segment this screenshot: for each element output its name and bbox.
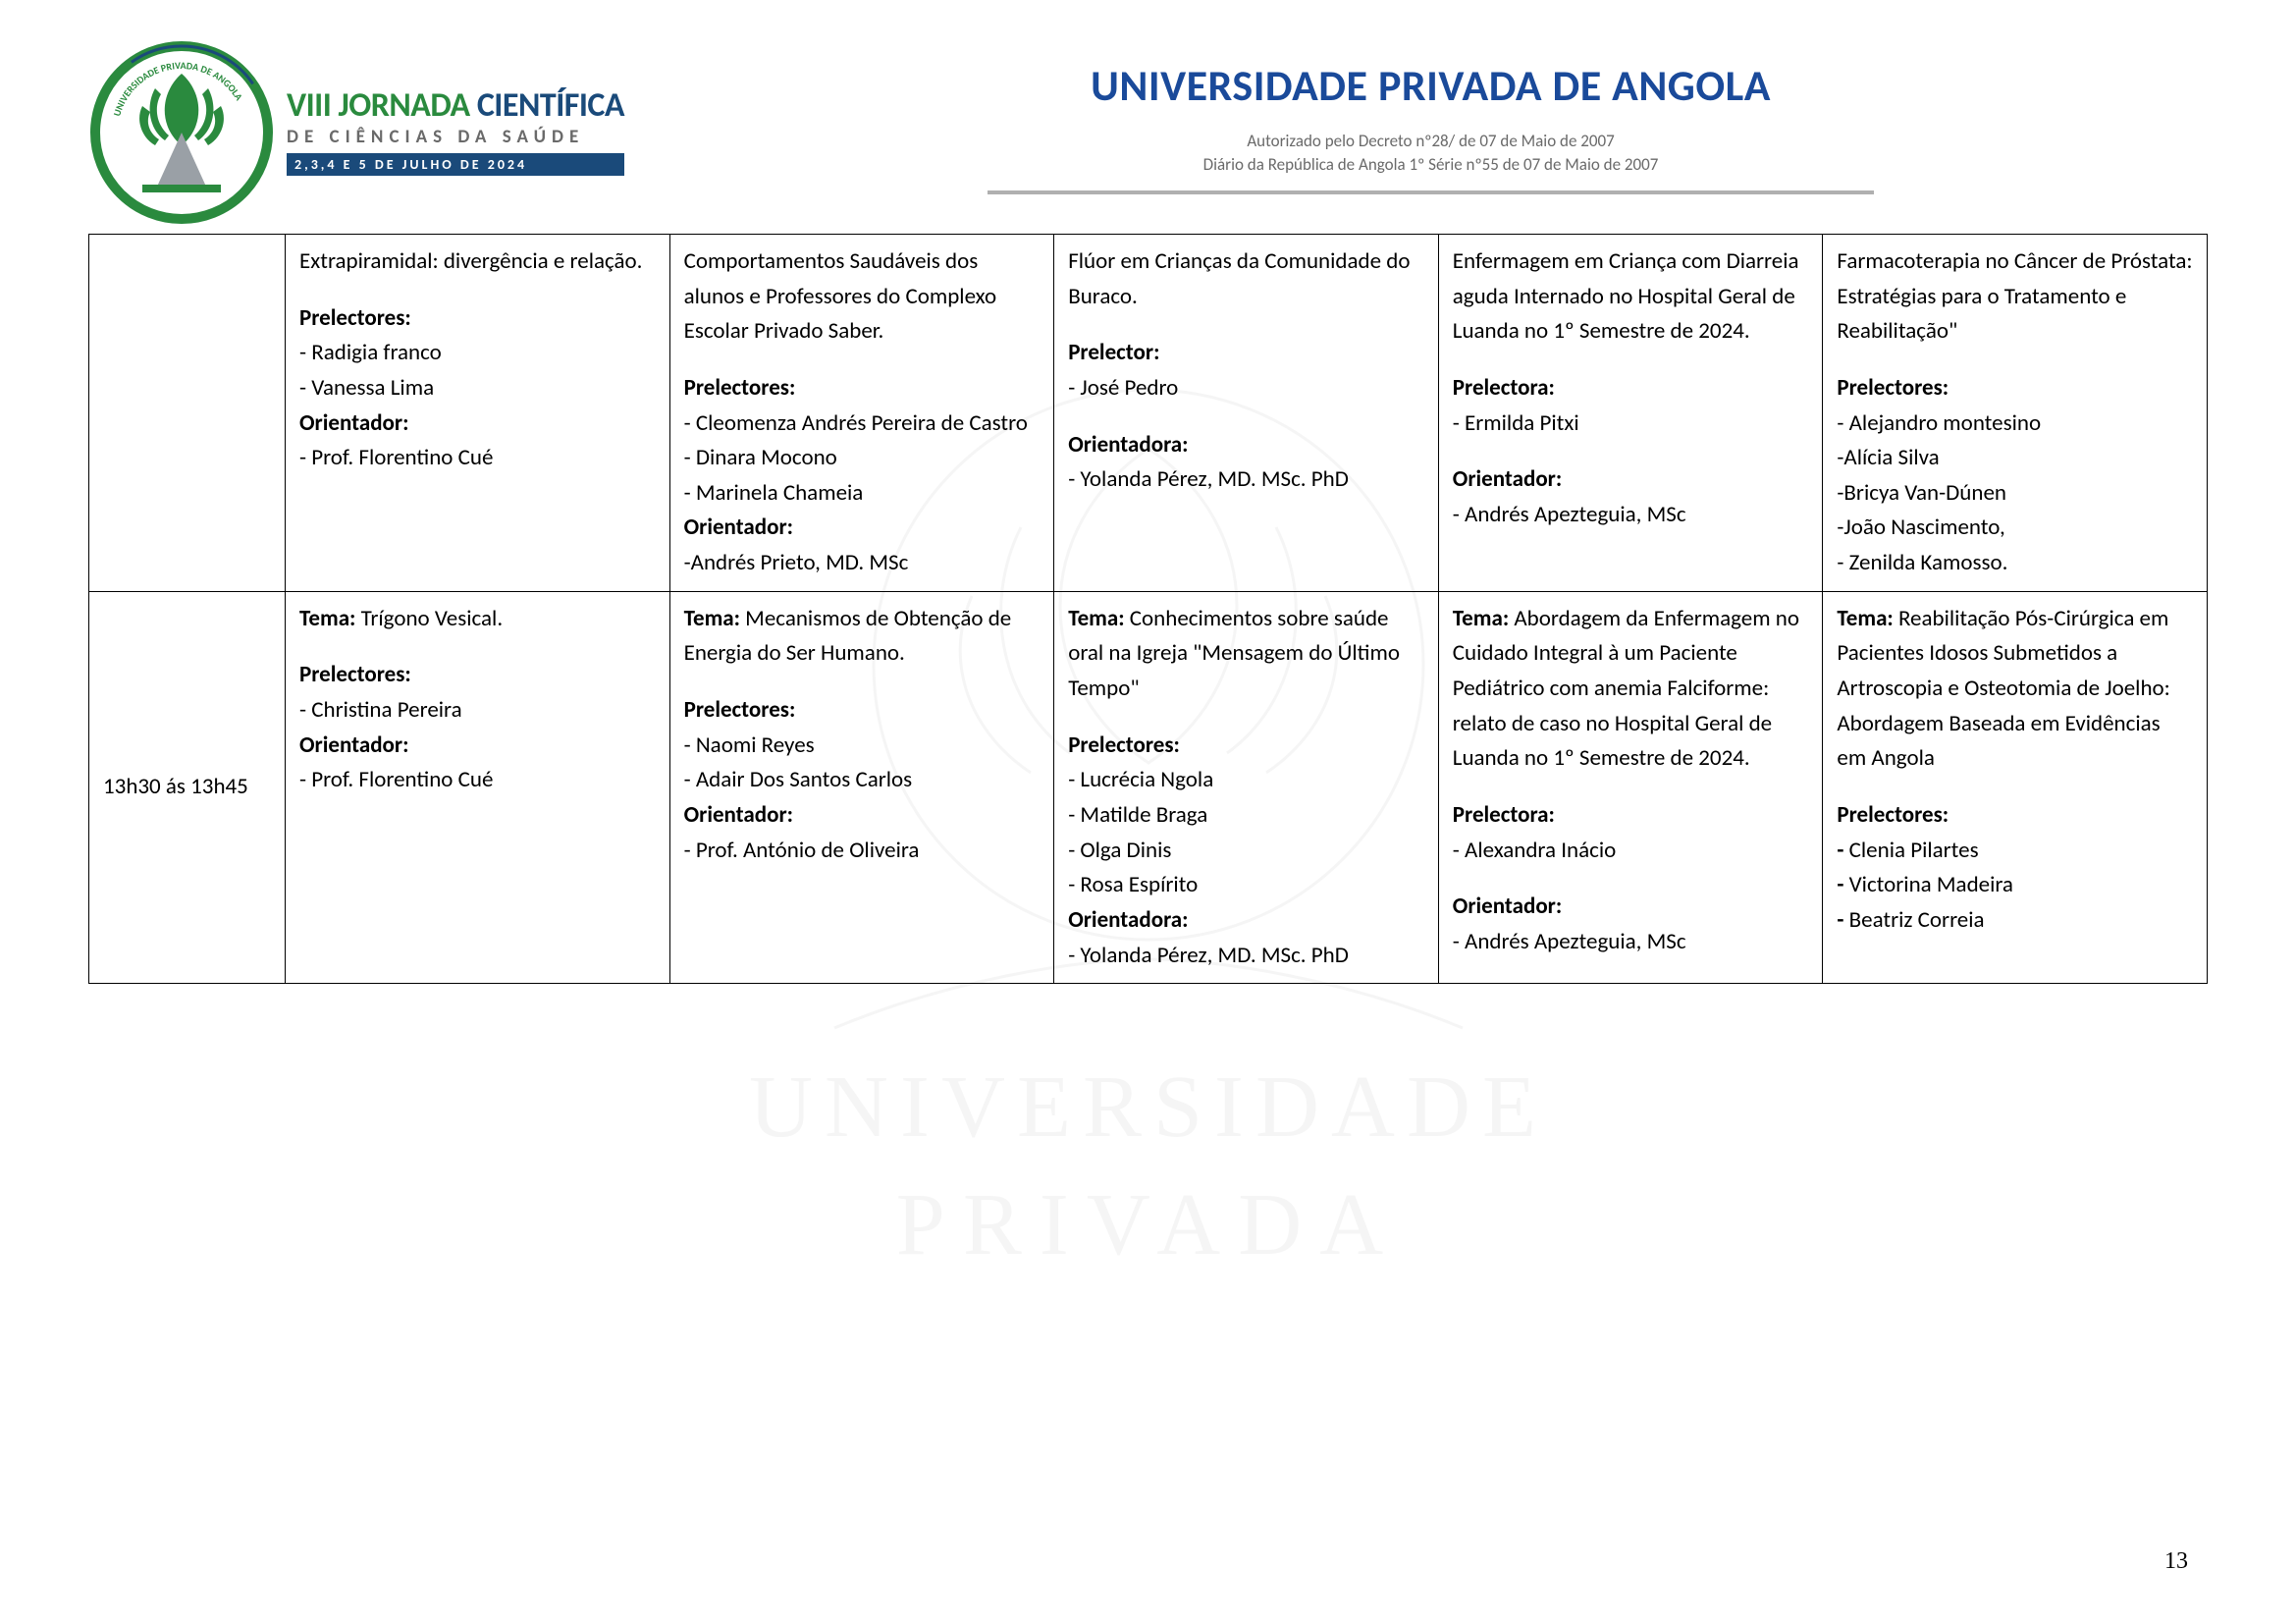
- session-topic: Tema: Reabilitação Pós-Cirúrgica em Paci…: [1837, 602, 2193, 777]
- session-topic: Tema: Mecanismos de Obtenção de Energia …: [684, 602, 1041, 672]
- prelector: - Radigia franco: [299, 336, 656, 371]
- auth-line-1: Autorizado pelo Decreto nº28/ de 07 de M…: [654, 130, 2208, 153]
- schedule-content: Extrapiramidal: divergência e relação. P…: [88, 234, 2208, 984]
- logo-block: UNIVERSIDADE PRIVADA DE ANGOLA VIII JORN…: [88, 39, 624, 226]
- prelectores-label: Prelectores:: [1068, 729, 1424, 764]
- session-cell: Farmacoterapia no Câncer de Próstata: Es…: [1823, 235, 2208, 592]
- orientadora: - Yolanda Pérez, MD. MSc. PhD: [1068, 462, 1424, 498]
- prelector: -Bricya Van-Dúnen: [1837, 476, 2193, 512]
- page-container: UNIVERSIDADE PRIVADA UNIVERSIDADE PRIVAD…: [0, 0, 2296, 1624]
- prelectores-label: Prelectores:: [299, 658, 656, 693]
- table-row: 13h30 ás 13h45 Tema: Trígono Vesical. Pr…: [89, 591, 2208, 983]
- orientadora-label: Orientadora:: [1068, 428, 1424, 463]
- event-title-prefix: VIII JORNADA: [287, 85, 477, 126]
- prelectores-label: Prelectores:: [684, 693, 1041, 729]
- session-topic: Flúor em Crianças da Comunidade do Burac…: [1068, 244, 1424, 314]
- session-topic: Tema: Trígono Vesical.: [299, 602, 656, 637]
- orientador: - Prof. Florentino Cué: [299, 441, 656, 476]
- session-cell: Flúor em Crianças da Comunidade do Burac…: [1054, 235, 1439, 592]
- session-topic: Farmacoterapia no Câncer de Próstata: Es…: [1837, 244, 2193, 350]
- prelectores-label: Prelectores:: [299, 301, 656, 337]
- time-cell: 13h30 ás 13h45: [89, 591, 286, 983]
- prelector: -João Nascimento,: [1837, 511, 2193, 546]
- svg-text:PRIVADA: PRIVADA: [895, 1176, 1400, 1273]
- prelectora: - Ermilda Pitxi: [1453, 406, 1809, 442]
- session-topic: Enfermagem em Criança com Diarreia aguda…: [1453, 244, 1809, 350]
- prelector: - Matilde Braga: [1068, 798, 1424, 834]
- title-block: UNIVERSIDADE PRIVADA DE ANGOLA Autorizad…: [654, 39, 2208, 194]
- header-rule: [988, 190, 1874, 194]
- orientador: -Andrés Prieto, MD. MSc: [684, 546, 1041, 581]
- prelectora-label: Prelectora:: [1453, 371, 1809, 406]
- session-cell: Tema: Trígono Vesical. Prelectores: - Ch…: [286, 591, 670, 983]
- prelectores-label: Prelectores:: [684, 371, 1041, 406]
- university-name: UNIVERSIDADE PRIVADA DE ANGOLA: [654, 59, 2208, 112]
- session-topic: Tema: Abordagem da Enfermagem no Cuidado…: [1453, 602, 1809, 777]
- session-cell: Tema: Mecanismos de Obtenção de Energia …: [669, 591, 1054, 983]
- schedule-table: Extrapiramidal: divergência e relação. P…: [88, 234, 2208, 984]
- prelector: - Zenilda Kamosso.: [1837, 546, 2193, 581]
- prelector: -Alícia Silva: [1837, 441, 2193, 476]
- orientadora: - Yolanda Pérez, MD. MSc. PhD: [1068, 939, 1424, 974]
- time-cell: [89, 235, 286, 592]
- prelector: - Cleomenza Andrés Pereira de Castro: [684, 406, 1041, 442]
- prelector: - Dinara Mocono: [684, 441, 1041, 476]
- session-cell: Tema: Reabilitação Pós-Cirúrgica em Paci…: [1823, 591, 2208, 983]
- session-cell: Enfermagem em Criança com Diarreia aguda…: [1438, 235, 1823, 592]
- orientador-label: Orientador:: [684, 511, 1041, 546]
- session-topic: Tema: Conhecimentos sobre saúde oral na …: [1068, 602, 1424, 707]
- event-title-block: VIII JORNADA CIENTÍFICA DE CIÊNCIAS DA S…: [287, 89, 624, 176]
- orientador: - Prof. Florentino Cué: [299, 763, 656, 798]
- prelector: - Alejandro montesino: [1837, 406, 2193, 442]
- orientador-label: Orientador:: [1453, 890, 1809, 925]
- prelector: - Victorina Madeira: [1837, 868, 2193, 903]
- auth-line-2: Diário da República de Angola 1º Série n…: [654, 153, 2208, 177]
- event-title-suffix: CIENTÍFICA: [477, 85, 624, 126]
- prelector: - Clenia Pilartes: [1837, 834, 2193, 869]
- orientador-label: Orientador:: [299, 729, 656, 764]
- time-slot: 13h30 ás 13h45: [103, 773, 248, 800]
- orientador: - Andrés Apezteguia, MSc: [1453, 925, 1809, 960]
- prelector: - Christina Pereira: [299, 693, 656, 729]
- session-cell: Tema: Conhecimentos sobre saúde oral na …: [1054, 591, 1439, 983]
- event-title: VIII JORNADA CIENTÍFICA: [287, 89, 624, 123]
- prelector: - Rosa Espírito: [1068, 868, 1424, 903]
- authorization-text: Autorizado pelo Decreto nº28/ de 07 de M…: [654, 130, 2208, 177]
- prelector: - Naomi Reyes: [684, 729, 1041, 764]
- session-topic: Comportamentos Saudáveis dos alunos e Pr…: [684, 244, 1041, 350]
- prelectores-label: Prelectores:: [1837, 798, 2193, 834]
- orientador: - Prof. António de Oliveira: [684, 834, 1041, 869]
- table-row: Extrapiramidal: divergência e relação. P…: [89, 235, 2208, 592]
- prelector: - Adair Dos Santos Carlos: [684, 763, 1041, 798]
- orientador: - Andrés Apezteguia, MSc: [1453, 498, 1809, 533]
- session-cell: Extrapiramidal: divergência e relação. P…: [286, 235, 670, 592]
- prelector: - Lucrécia Ngola: [1068, 763, 1424, 798]
- university-seal-icon: UNIVERSIDADE PRIVADA DE ANGOLA: [88, 39, 275, 226]
- orientadora-label: Orientadora:: [1068, 903, 1424, 939]
- prelector: - Beatriz Correia: [1837, 903, 2193, 939]
- session-cell: Tema: Abordagem da Enfermagem no Cuidado…: [1438, 591, 1823, 983]
- session-topic: Extrapiramidal: divergência e relação.: [299, 244, 656, 280]
- orientador-label: Orientador:: [299, 406, 656, 442]
- prelector-label: Prelector:: [1068, 336, 1424, 371]
- prelector: - Marinela Chameia: [684, 476, 1041, 512]
- page-number: 13: [2164, 1548, 2188, 1575]
- prelectora-label: Prelectora:: [1453, 798, 1809, 834]
- svg-text:UNIVERSIDADE: UNIVERSIDADE: [749, 1058, 1548, 1156]
- prelector: - José Pedro: [1068, 371, 1424, 406]
- orientador-label: Orientador:: [684, 798, 1041, 834]
- header: UNIVERSIDADE PRIVADA DE ANGOLA VIII JORN…: [88, 39, 2208, 226]
- orientador-label: Orientador:: [1453, 462, 1809, 498]
- prelector: - Vanessa Lima: [299, 371, 656, 406]
- event-dates: 2,3,4 E 5 DE JULHO DE 2024: [287, 153, 624, 176]
- event-subtitle: DE CIÊNCIAS DA SAÚDE: [287, 127, 624, 149]
- prelector: - Olga Dinis: [1068, 834, 1424, 869]
- prelectores-label: Prelectores:: [1837, 371, 2193, 406]
- prelectora: - Alexandra Inácio: [1453, 834, 1809, 869]
- session-cell: Comportamentos Saudáveis dos alunos e Pr…: [669, 235, 1054, 592]
